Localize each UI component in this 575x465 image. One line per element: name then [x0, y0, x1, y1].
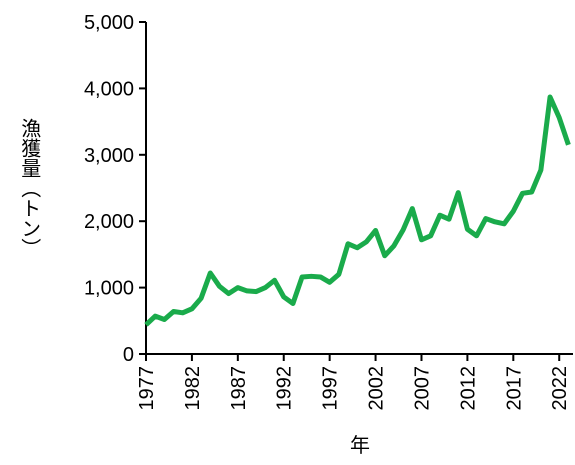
x-tick-label: 1997	[320, 366, 342, 411]
y-axis-label: 漁獲量（トン）	[18, 118, 41, 258]
y-tick-label: 3,000	[84, 145, 134, 167]
x-tick-label: 1987	[228, 366, 250, 411]
data-line	[144, 94, 571, 327]
x-tick-label: 2022	[549, 366, 571, 411]
x-tick-label: 2007	[411, 366, 433, 411]
x-axis-label: 年	[350, 434, 370, 457]
y-tick-label: 1,000	[84, 278, 134, 300]
y-tick-label: 5,000	[84, 12, 134, 34]
x-tick-label: 2002	[366, 366, 388, 411]
x-tick-label: 1977	[136, 366, 158, 411]
y-tick-label: 4,000	[84, 78, 134, 100]
y-tick-label: 2,000	[84, 211, 134, 233]
x-tick-label: 2017	[503, 366, 525, 411]
x-tick-label: 1982	[182, 366, 204, 411]
x-tick-label: 2012	[457, 366, 479, 411]
y-tick-label: 0	[123, 344, 134, 366]
x-tick-label: 1992	[274, 366, 296, 411]
